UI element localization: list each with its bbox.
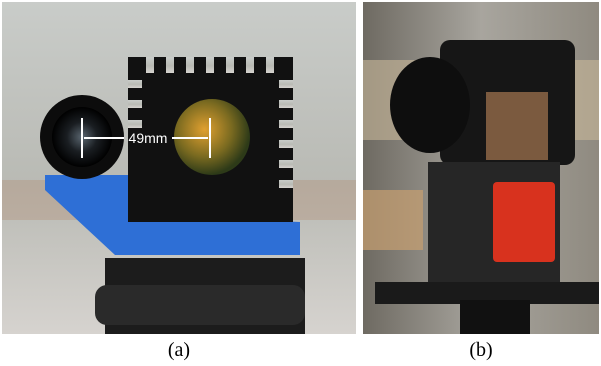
blurred-object — [363, 190, 423, 250]
camera-screen — [486, 92, 548, 160]
page: {"panels": [{"label": "(a)", "annotation… — [0, 0, 601, 366]
annotation: 49mm — [129, 130, 168, 146]
panel-label: (a) — [168, 339, 190, 361]
panel-label: (b) — [469, 339, 492, 361]
figure: 49mm (a) (b) — [0, 0, 601, 366]
photo-b — [363, 2, 599, 334]
red-board — [493, 182, 555, 262]
rail-clamp — [460, 300, 530, 334]
photo-a: 49mm — [2, 2, 356, 334]
camera-lens — [390, 57, 470, 153]
tripod-grip — [95, 285, 305, 325]
